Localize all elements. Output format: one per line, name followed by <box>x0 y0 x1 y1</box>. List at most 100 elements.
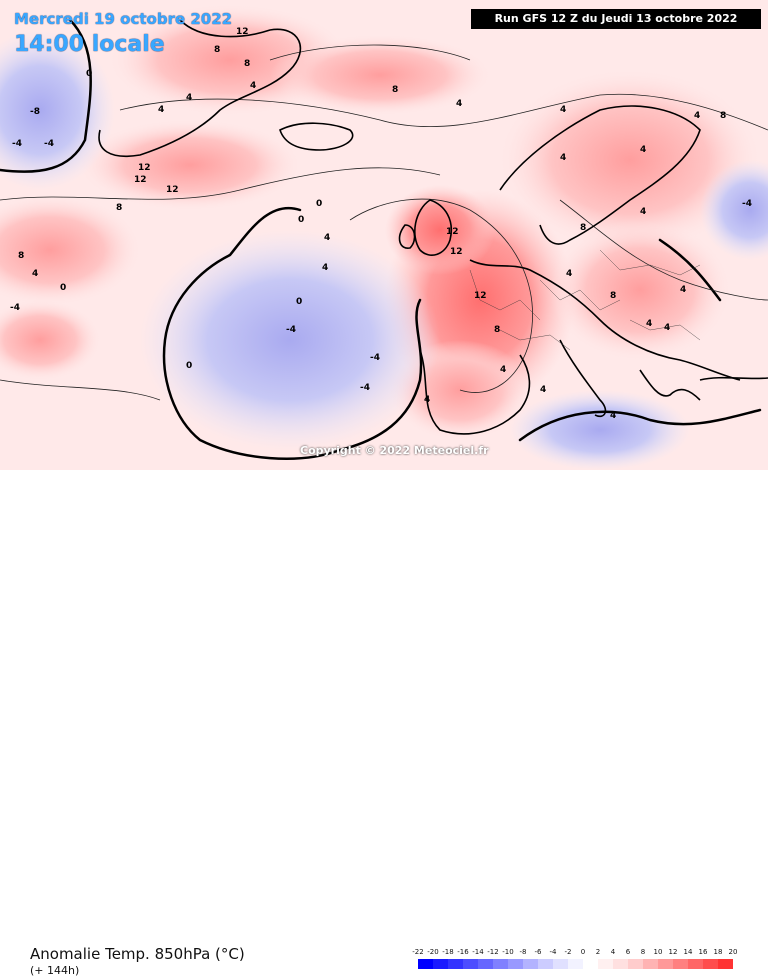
contour-value-label: 4 <box>560 153 566 163</box>
country-border <box>599 249 701 276</box>
contour-value-label: 4 <box>566 269 572 279</box>
chart-title: Anomalie Temp. 850hPa (°C) <box>30 945 245 963</box>
iberia-coast <box>419 349 531 435</box>
scale-swatch <box>673 959 688 969</box>
contour-value-label: 0 <box>298 215 304 225</box>
contour-value-label: 12 <box>236 27 249 37</box>
turkey-coast <box>699 376 768 381</box>
scale-swatch <box>583 959 598 969</box>
scale-swatch <box>508 959 523 969</box>
contour-value-label: 12 <box>166 185 179 195</box>
scale-swatch <box>688 959 703 969</box>
contour-value-label: 4 <box>694 111 700 121</box>
contour-line <box>349 198 533 393</box>
cold-zone-russia <box>700 160 768 260</box>
contour-value-label: 4 <box>540 385 546 395</box>
iceland-coast <box>279 122 354 151</box>
contour-value-label: -4 <box>370 353 380 363</box>
scale-swatch <box>418 959 433 969</box>
greenland-coast <box>98 19 302 157</box>
country-border <box>629 319 701 341</box>
country-border <box>499 329 571 351</box>
contour-value-label: -4 <box>286 325 296 335</box>
scandinavia-coast <box>499 105 701 245</box>
contour-value-label: 4 <box>322 263 328 273</box>
contour-line <box>0 167 441 201</box>
scale-swatch <box>463 959 478 969</box>
warm-zone-scandinavia <box>500 70 760 250</box>
zero-contour-atlantic <box>162 206 423 460</box>
contour-value-label: 8 <box>116 203 122 213</box>
country-border <box>539 279 621 311</box>
contour-value-label: 0 <box>296 297 302 307</box>
contour-value-label: 8 <box>244 59 250 69</box>
contour-line <box>269 44 471 61</box>
contour-value-label: 8 <box>494 325 500 335</box>
warm-zone-eastern-europe <box>550 220 730 360</box>
contour-value-label: 8 <box>720 111 726 121</box>
contour-value-label: 4 <box>646 319 652 329</box>
scale-swatch <box>598 959 613 969</box>
contour-value-label: 4 <box>456 99 462 109</box>
zero-contour-mediterranean <box>518 408 762 442</box>
forecast-time: 14:00 locale <box>14 32 165 57</box>
contour-value-label: 4 <box>424 395 430 405</box>
contour-value-label: 8 <box>18 251 24 261</box>
italy-coast <box>559 339 607 418</box>
scale-tick-label: 20 <box>728 948 738 956</box>
scale-swatch <box>523 959 538 969</box>
contour-value-label: 0 <box>86 69 92 79</box>
contour-line <box>0 379 161 401</box>
contour-value-label: -4 <box>360 383 370 393</box>
contour-value-label: 12 <box>134 175 147 185</box>
contour-value-label: 0 <box>316 199 322 209</box>
europe-coast <box>469 259 741 381</box>
contour-value-label: 4 <box>186 93 192 103</box>
warm-zone-southwest <box>0 300 100 380</box>
zero-contour-northwest <box>0 18 92 173</box>
warm-zone-uk <box>385 185 495 275</box>
contour-value-label: 0 <box>60 283 66 293</box>
color-scale: -22 -20 -18 -16 -14 -12 -10 -8 -6 -4 -2 0 2 4 6 8 10 12 14… <box>410 948 750 978</box>
contour-value-label: -4 <box>10 303 20 313</box>
forecast-offset: (+ 144h) <box>30 964 80 977</box>
scale-swatch <box>538 959 553 969</box>
warm-zone-west <box>0 195 140 305</box>
zero-contour-east <box>658 238 722 302</box>
contour-value-label: -8 <box>30 107 40 117</box>
contour-value-label: 8 <box>392 85 398 95</box>
contour-value-label: 4 <box>324 233 330 243</box>
contour-value-label: 4 <box>560 105 566 115</box>
country-border <box>469 269 541 321</box>
contour-line <box>559 199 768 301</box>
warm-zone-iceland <box>80 120 300 210</box>
contour-value-label: 4 <box>158 105 164 115</box>
contour-value-label: 4 <box>664 323 670 333</box>
contour-value-label: 12 <box>138 163 151 173</box>
cold-zone-mediterranean <box>510 390 690 470</box>
scale-swatch <box>658 959 673 969</box>
legend-area: Anomalie Temp. 850hPa (°C) (+ 144h) -22-… <box>0 470 768 977</box>
greece-coast <box>639 369 701 401</box>
contour-value-label: -4 <box>742 199 752 209</box>
scale-swatch <box>643 959 658 969</box>
contour-value-label: 12 <box>446 227 459 237</box>
contour-value-label: 12 <box>474 291 487 301</box>
contour-value-label: 4 <box>610 411 616 421</box>
scale-swatch <box>433 959 448 969</box>
scale-swatch <box>493 959 508 969</box>
scale-swatch <box>613 959 628 969</box>
contour-value-label: 4 <box>250 81 256 91</box>
anomaly-map: 12 8 8 4 0 -8 -4 12 12 12 8 4 4 0 -4 -4 0 4 8 12 8 4 4 4 -4 4 4 8 12… <box>0 0 768 470</box>
contour-value-label: 8 <box>610 291 616 301</box>
cold-zone-northwest <box>0 30 115 190</box>
forecast-date: Mercredi 19 octobre 2022 <box>14 10 233 28</box>
scale-swatch <box>568 959 583 969</box>
scale-swatch <box>478 959 493 969</box>
contour-value-label: -4 <box>12 139 22 149</box>
warm-zone-north-atlantic <box>270 35 490 115</box>
contour-value-label: 8 <box>580 223 586 233</box>
scale-swatch <box>718 959 733 969</box>
contour-value-label: -4 <box>44 139 54 149</box>
